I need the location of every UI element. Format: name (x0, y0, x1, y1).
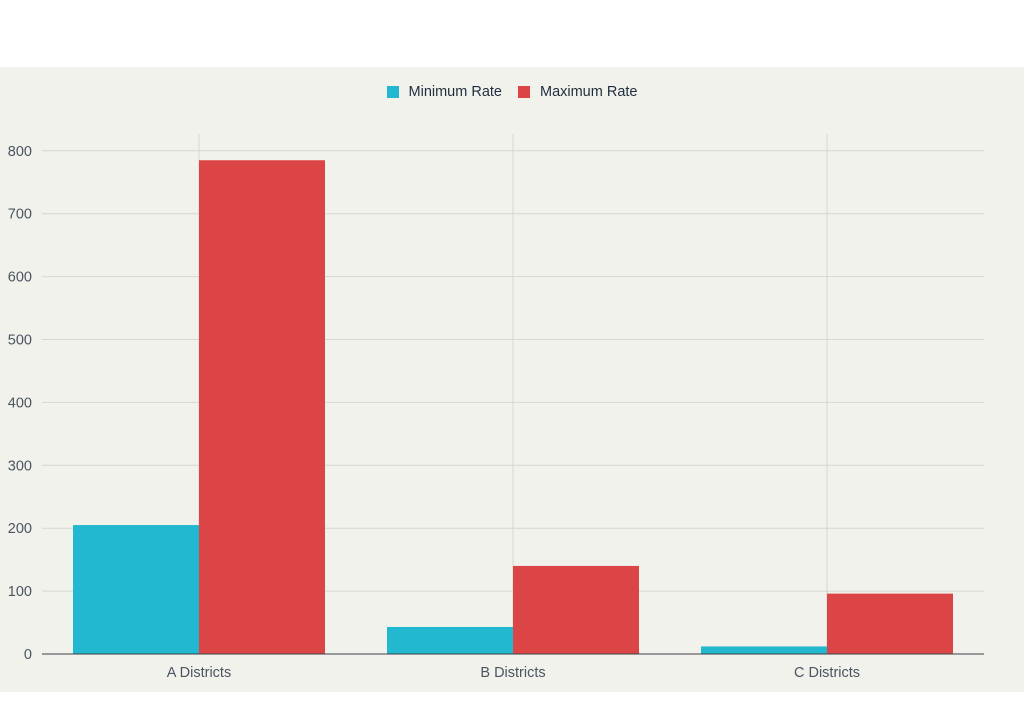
y-tick-label-100: 100 (8, 584, 32, 600)
bar-maximum-rate-c-districts (827, 593, 953, 654)
legend-item-maximum-rate[interactable]: Maximum Rate (517, 84, 638, 100)
bar-maximum-rate-a-districts (199, 160, 325, 655)
bar-minimum-rate-c-districts (701, 646, 827, 654)
x-tick-label-0: A Districts (167, 665, 231, 681)
chart-tick-labels: 0 100 200 300 400 500 600 700 800 A Districts B Di… (8, 144, 860, 681)
legend-swatch-maximum-rate (517, 86, 530, 98)
y-tick-label-700: 700 (8, 207, 32, 223)
legend-label-maximum-rate: Maximum Rate (539, 84, 638, 100)
y-tick-label-600: 600 (8, 270, 32, 286)
chart-legend: Minimum Rate Maximum Rate (0, 84, 1024, 100)
bar-minimum-rate-a-districts (73, 525, 199, 654)
y-tick-label-0: 0 (24, 647, 32, 663)
legend-swatch-minimum-rate (386, 86, 399, 98)
y-tick-label-200: 200 (8, 521, 32, 537)
y-tick-label-300: 300 (8, 458, 32, 474)
legend-item-minimum-rate[interactable]: Minimum Rate (386, 84, 502, 100)
bar-minimum-rate-b-districts (387, 626, 513, 654)
y-tick-label-800: 800 (8, 144, 32, 160)
bar-maximum-rate-b-districts (513, 565, 639, 654)
x-tick-label-1: B Districts (480, 665, 545, 681)
chart-bars (73, 160, 953, 655)
legend-label-minimum-rate: Minimum Rate (408, 84, 502, 100)
y-tick-label-400: 400 (8, 395, 32, 411)
x-tick-label-2: C Districts (794, 665, 860, 681)
y-tick-label-500: 500 (8, 333, 32, 349)
